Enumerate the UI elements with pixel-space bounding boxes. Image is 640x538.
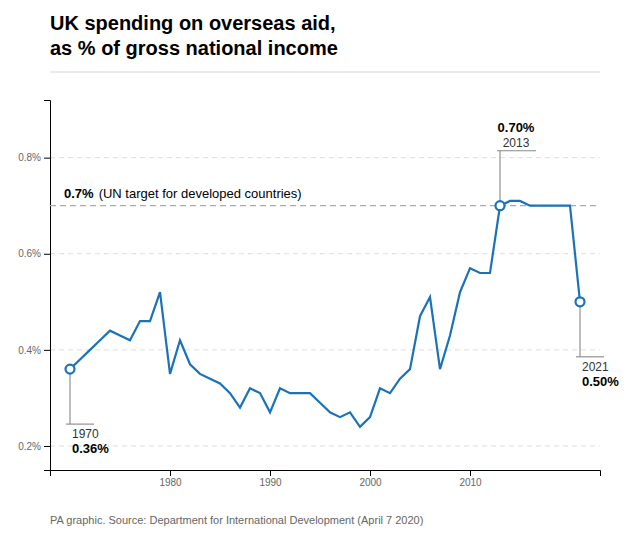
annotation-year: 2013	[503, 136, 530, 150]
reference-label: 0.7% (UN target for developed countries)	[64, 186, 302, 201]
source: PA graphic. Source: Department for Inter…	[50, 514, 423, 526]
title: UK spending on overseas aid, as % of gros…	[50, 12, 338, 59]
y-tick: 0.4%	[18, 345, 50, 356]
annotation-line	[579, 302, 580, 357]
y-tick: 0.6%	[18, 248, 50, 259]
x-axis-line	[51, 471, 601, 477]
reference-value: 0.7%	[64, 186, 94, 201]
x-tick: 1980	[159, 470, 182, 488]
x-tick-mark	[170, 470, 171, 476]
x-tick-mark	[370, 470, 371, 476]
y-tick-label: 0.6%	[18, 248, 41, 259]
annotation-line	[69, 369, 70, 424]
grid-line	[50, 445, 600, 446]
title-line: as % of gross national income	[50, 37, 338, 59]
highlight-point	[496, 201, 505, 210]
y-tick-mark	[44, 254, 50, 255]
highlight-points	[66, 201, 585, 373]
grid	[50, 158, 600, 446]
annotation-bracket	[576, 356, 604, 357]
y-axis: 0.2% 0.4% 0.6% 0.8%	[18, 101, 50, 471]
y-tick-label: 0.2%	[18, 441, 41, 452]
x-tick-mark	[470, 470, 471, 476]
annotation-bracket	[497, 150, 536, 151]
y-tick-label: 0.4%	[18, 345, 41, 356]
y-tick-mark	[44, 350, 50, 351]
y-tick: 0.2%	[18, 441, 50, 452]
annotations: 19700.36% 20130.70% 20210.50%	[66, 120, 619, 456]
x-tick-label: 1980	[159, 477, 182, 488]
annotation-value: 0.36%	[72, 441, 109, 456]
annotation-value: 0.70%	[498, 120, 535, 135]
x-tick-mark	[270, 470, 271, 476]
y-axis-line	[44, 101, 51, 471]
highlight-point	[66, 365, 75, 374]
chart: UK spending on overseas aid, as % of gros…	[0, 0, 640, 538]
x-tick-label: 2000	[359, 477, 382, 488]
annotation-value: 0.50%	[582, 374, 619, 389]
y-tick-mark	[44, 446, 50, 447]
highlight-point	[576, 297, 585, 306]
x-tick: 2010	[459, 470, 482, 488]
data-line	[70, 201, 580, 427]
x-tick: 2000	[359, 470, 382, 488]
x-axis: 1980 1990 2000 2010	[51, 470, 601, 488]
annotation-year: 2021	[582, 360, 609, 374]
x-tick: 1990	[259, 470, 282, 488]
reference-line	[50, 205, 600, 206]
grid-line	[50, 349, 600, 350]
annotation-line	[499, 151, 500, 206]
grid-line	[50, 253, 600, 254]
x-tick-label: 2010	[459, 477, 482, 488]
reference-text: (UN target for developed countries)	[99, 186, 302, 201]
x-tick-label: 1990	[259, 477, 282, 488]
grid-line	[50, 157, 600, 158]
title-rule	[50, 72, 600, 73]
y-tick-mark	[44, 158, 50, 159]
annotation-year: 1970	[72, 427, 99, 441]
y-tick-label: 0.8%	[18, 152, 41, 163]
plot-area	[50, 201, 600, 427]
y-tick: 0.8%	[18, 152, 50, 163]
annotation-bracket	[66, 424, 94, 425]
title-line: UK spending on overseas aid,	[50, 12, 336, 34]
